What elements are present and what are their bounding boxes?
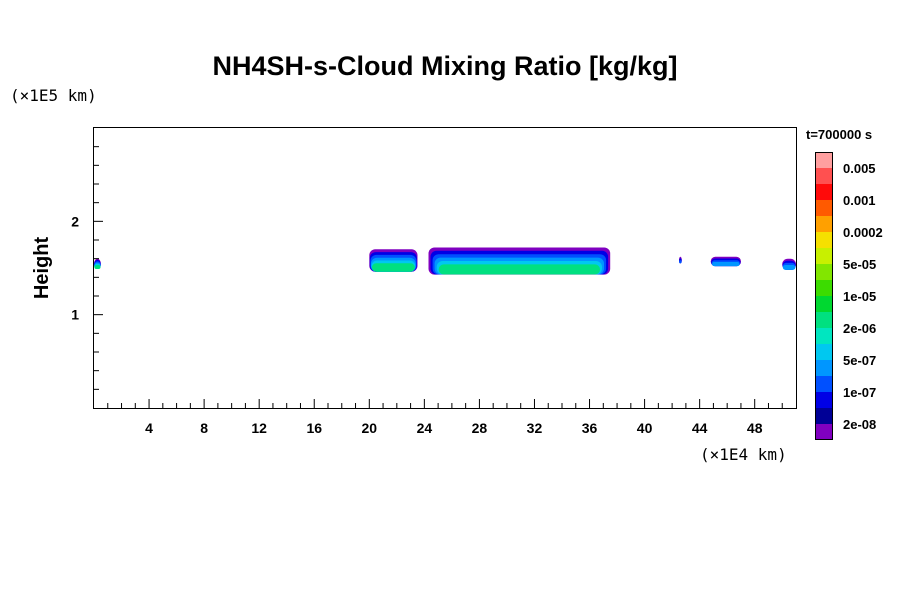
colorbar-swatch [815, 184, 833, 200]
x-tick-label: 20 [362, 420, 378, 436]
colorbar-swatch [815, 168, 833, 184]
x-tick-label: 44 [692, 420, 708, 436]
colorbar-label: 2e-06 [843, 321, 876, 336]
x-tick-label: 32 [527, 420, 543, 436]
x-tick-label: 12 [251, 420, 267, 436]
colorbar-label: 1e-07 [843, 385, 876, 400]
colorbar-label: 2e-08 [843, 417, 876, 432]
y-axis: 12 [71, 146, 103, 390]
colorbar-swatch [815, 408, 833, 424]
colorbar-swatch [815, 280, 833, 296]
colorbar-swatch [815, 328, 833, 344]
colorbar-label: 0.005 [843, 161, 876, 176]
colorbar-swatch [815, 216, 833, 232]
cloud-contour-band [712, 262, 740, 267]
colorbar-frame [815, 152, 833, 440]
colorbar-label: 1e-05 [843, 289, 876, 304]
colorbar-swatch [815, 248, 833, 264]
time-label: t=700000 s [806, 127, 872, 142]
x-tick-label: 24 [417, 420, 433, 436]
x-tick-label: 40 [637, 420, 653, 436]
chart-title: NH4SH-s-Cloud Mixing Ratio [kg/kg] [213, 51, 678, 81]
y-unit-label: (×1E5 km) [10, 86, 97, 105]
colorbar-label: 5e-05 [843, 257, 876, 272]
colorbar-label: 5e-07 [843, 353, 876, 368]
colorbar-swatch [815, 424, 833, 440]
cloud-contours [94, 247, 796, 275]
colorbar-swatch [815, 152, 833, 168]
cloud-contour-band [782, 265, 796, 270]
x-tick-label: 8 [200, 420, 208, 436]
x-tick-label: 4 [145, 420, 153, 436]
y-axis-label: Height [31, 237, 53, 300]
cloud-contour-band [94, 265, 101, 269]
x-tick-label: 28 [472, 420, 488, 436]
colorbar-swatch [815, 200, 833, 216]
y-tick-label: 1 [71, 307, 79, 323]
x-tick-label: 48 [747, 420, 763, 436]
x-axis: 4 8 12 16 20 24 28 32 36 40 44 48 [107, 399, 783, 436]
cloud-contour-band [438, 264, 600, 275]
cloud-contour-band [372, 263, 415, 272]
colorbar-swatch [815, 264, 833, 280]
colorbar-label: 0.001 [843, 193, 876, 208]
colorbar-swatch [815, 392, 833, 408]
cloud-contour-band [679, 260, 682, 264]
colorbar-swatch [815, 312, 833, 328]
colorbar-swatch [815, 360, 833, 376]
colorbar-swatch [815, 232, 833, 248]
x-tick-label: 16 [306, 420, 322, 436]
x-unit-label: (×1E4 km) [700, 445, 787, 464]
y-tick-label: 2 [71, 213, 79, 229]
colorbar: 0.005 0.001 0.0002 5e-05 1e-05 2e-06 5e-07 1e-0… [815, 152, 883, 440]
colorbar-label: 0.0002 [843, 225, 883, 240]
colorbar-swatch [815, 376, 833, 392]
colorbar-swatch [815, 344, 833, 360]
plot-frame [93, 127, 797, 409]
colorbar-swatch [815, 296, 833, 312]
x-tick-label: 36 [582, 420, 598, 436]
